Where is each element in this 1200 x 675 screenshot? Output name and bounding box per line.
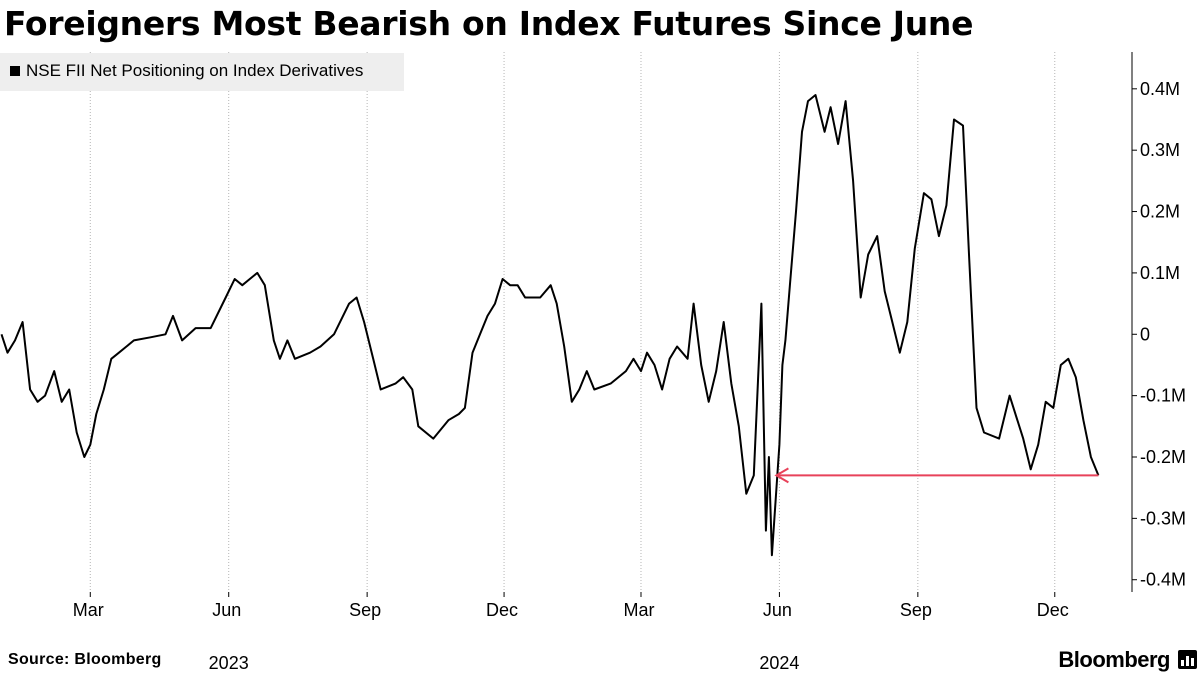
series-layer	[0, 94, 1100, 557]
x-tick-label: Mar	[73, 600, 104, 620]
series-line	[0, 94, 1100, 557]
x-tick-label: Jun	[212, 600, 241, 620]
x-tick-label: Dec	[1037, 600, 1069, 620]
x-year-label: 2023	[209, 653, 249, 673]
y-tick-label: -0.1M	[1140, 386, 1186, 406]
annotation-layer	[774, 467, 1099, 484]
x-tick-label: Jun	[763, 600, 792, 620]
annotation-arrow-head	[774, 467, 789, 484]
legend-label: NSE FII Net Positioning on Index Derivat…	[26, 61, 364, 80]
y-tick-label: 0.1M	[1140, 263, 1180, 283]
y-tick-label: 0	[1140, 324, 1150, 344]
x-tick-label: Mar	[623, 600, 654, 620]
y-tick-label: 0.4M	[1140, 79, 1180, 99]
axes: Mar Jun Sep Dec Mar Jun Sep Dec 2023 2024 0.4M 0.3M…	[73, 52, 1186, 673]
y-tick-label: 0.3M	[1140, 140, 1180, 160]
chart-title: Foreigners Most Bearish on Index Futures…	[4, 4, 974, 43]
y-tick-label: -0.2M	[1140, 447, 1186, 467]
legend-swatch	[10, 66, 20, 76]
x-tick-label: Sep	[900, 600, 932, 620]
x-tick-label: Dec	[486, 600, 518, 620]
x-tick-label: Sep	[349, 600, 381, 620]
bar-chart-icon	[1178, 650, 1197, 669]
y-tick-label: -0.4M	[1140, 570, 1186, 590]
legend	[0, 53, 404, 91]
source-note: Source: Bloomberg	[8, 651, 162, 668]
y-tick-label: -0.3M	[1140, 508, 1186, 528]
x-year-label: 2024	[759, 653, 799, 673]
brand-logo-text: Bloomberg	[1058, 647, 1170, 672]
grid-lines	[89, 52, 1056, 592]
y-tick-label: 0.2M	[1140, 202, 1180, 222]
